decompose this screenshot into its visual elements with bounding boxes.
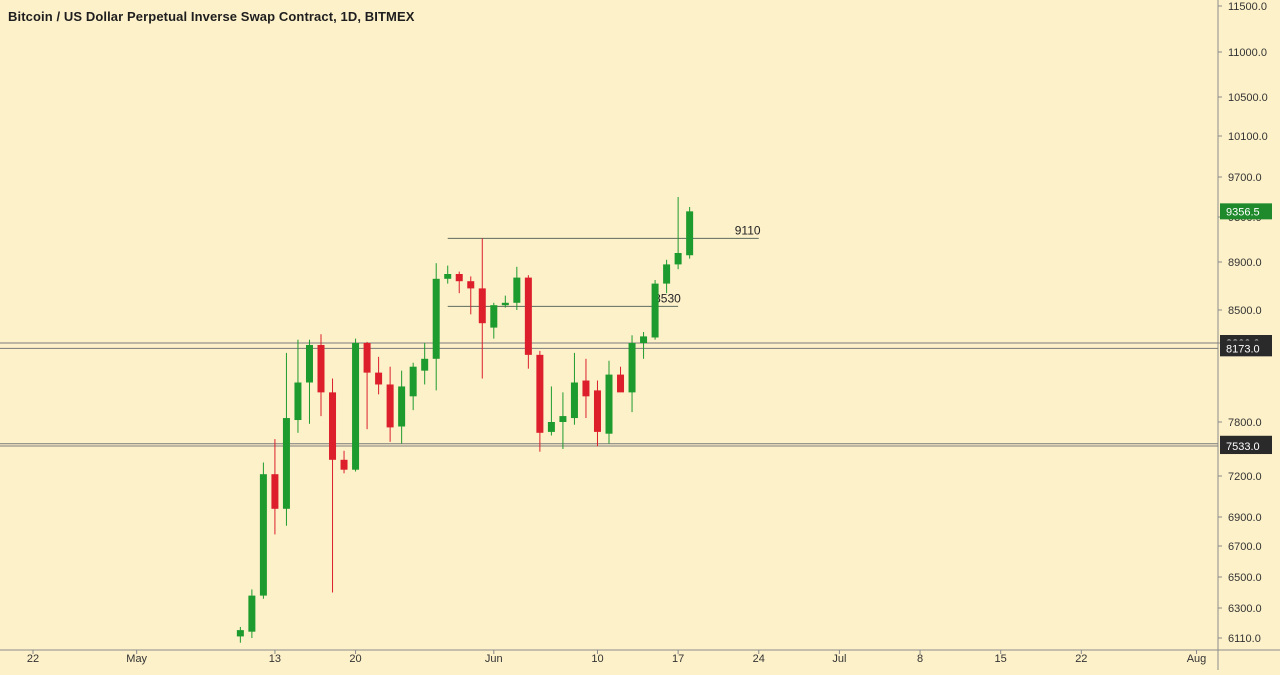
y-tick-label: 10500.0 — [1228, 92, 1268, 104]
y-tick-label: 7200.0 — [1228, 471, 1262, 483]
trend-line-label: 9110 — [735, 223, 761, 237]
y-tick-label: 8500.0 — [1228, 305, 1262, 317]
candle-body[interactable] — [501, 302, 509, 306]
y-tick-label: 6900.0 — [1228, 512, 1262, 524]
x-tick-label: Jun — [485, 653, 503, 665]
y-tick-label: 7800.0 — [1228, 417, 1262, 429]
candle-body[interactable] — [282, 418, 290, 509]
x-tick-label: 8 — [917, 653, 923, 665]
candle-body[interactable] — [547, 422, 555, 432]
candle-body[interactable] — [444, 274, 452, 279]
candle-body[interactable] — [593, 390, 601, 432]
y-tick-label: 8900.0 — [1228, 257, 1262, 269]
candle-body[interactable] — [259, 474, 267, 596]
candle-body[interactable] — [386, 384, 394, 428]
y-tick-label: 6110.0 — [1228, 633, 1261, 645]
candle-body[interactable] — [513, 277, 521, 303]
candle-body[interactable] — [236, 630, 244, 637]
price-label: 7533.0 — [1226, 441, 1260, 453]
candle-body[interactable] — [570, 382, 578, 419]
y-tick-label: 6700.0 — [1228, 541, 1262, 553]
chart-title: Bitcoin / US Dollar Perpetual Inverse Sw… — [8, 9, 415, 24]
candle-body[interactable] — [329, 392, 337, 460]
candle-body[interactable] — [617, 374, 625, 393]
x-tick-label: 24 — [753, 653, 765, 665]
candle-body[interactable] — [674, 253, 682, 265]
price-label-box — [1220, 340, 1272, 357]
candle-body[interactable] — [663, 264, 671, 284]
x-tick-label: 17 — [672, 653, 684, 665]
price-label-box — [1220, 438, 1272, 455]
x-tick-label: 10 — [591, 653, 603, 665]
price-label: 8173.0 — [1226, 343, 1260, 355]
x-tick-label: 15 — [995, 653, 1007, 665]
candle-body[interactable] — [317, 344, 325, 393]
candle-body[interactable] — [294, 382, 302, 421]
trend-line-label: 8530 — [654, 291, 681, 305]
candle-body[interactable] — [628, 343, 636, 393]
candle-body[interactable] — [340, 459, 348, 470]
candle-body[interactable] — [363, 343, 371, 373]
candle-body[interactable] — [536, 354, 544, 433]
x-tick-label: Jul — [832, 653, 846, 665]
x-tick-label: 22 — [27, 653, 39, 665]
candle-body[interactable] — [352, 343, 360, 470]
candle-body[interactable] — [490, 305, 498, 328]
candle-body[interactable] — [524, 277, 532, 355]
x-tick-label: 22 — [1075, 653, 1087, 665]
y-tick-label: 11500.0 — [1228, 1, 1267, 13]
candle-body[interactable] — [305, 344, 313, 383]
x-tick-label: 13 — [269, 653, 281, 665]
candle-body[interactable] — [421, 358, 429, 371]
y-tick-label: 10100.0 — [1228, 131, 1268, 143]
candle-body[interactable] — [559, 416, 567, 422]
candle-body[interactable] — [651, 283, 659, 338]
candle-body[interactable] — [605, 374, 613, 434]
y-tick-label: 6300.0 — [1228, 603, 1262, 615]
candle-body[interactable] — [582, 380, 590, 397]
y-tick-label: 9700.0 — [1228, 172, 1262, 184]
price-label-box — [1220, 203, 1272, 220]
candle-body[interactable] — [686, 211, 694, 256]
x-tick-label: May — [126, 653, 147, 665]
candle-body[interactable] — [478, 288, 486, 324]
candle-body[interactable] — [640, 336, 648, 343]
candle-body[interactable] — [398, 386, 406, 427]
price-label: 9356.5 — [1226, 206, 1260, 218]
candle-body[interactable] — [248, 595, 256, 632]
candle-body[interactable] — [432, 278, 440, 359]
y-tick-label: 11000.0 — [1228, 47, 1267, 59]
candle-body[interactable] — [409, 366, 417, 397]
x-tick-label: Aug — [1187, 653, 1207, 665]
candle-body[interactable] — [375, 372, 383, 385]
x-tick-label: 20 — [349, 653, 361, 665]
candle-body[interactable] — [271, 474, 279, 509]
candle-body[interactable] — [455, 274, 463, 282]
y-tick-label: 6500.0 — [1228, 572, 1262, 584]
candle-body[interactable] — [467, 281, 475, 289]
